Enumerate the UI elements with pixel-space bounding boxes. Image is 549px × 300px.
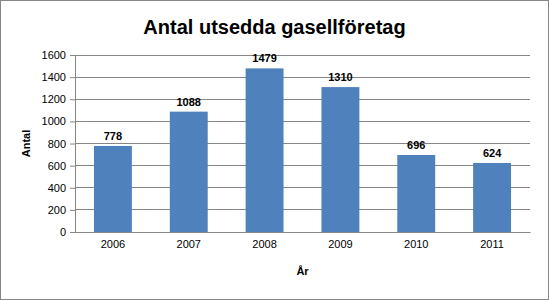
bar — [321, 87, 359, 232]
grid-line — [75, 187, 530, 188]
y-tick: 1200 — [42, 93, 75, 105]
data-labels: 778 1088 1479 1310 696 624 — [104, 52, 502, 159]
grid-line — [75, 121, 530, 122]
chart: 0200400600800100012001400160020062007200… — [0, 0, 549, 300]
x-axis: 2006 2007 2008 2009 2010 2011 — [76, 232, 531, 250]
x-tick-label: 2011 — [480, 238, 504, 250]
y-tick-mark — [70, 144, 75, 145]
y-tick: 0 — [60, 226, 75, 238]
x-axis-title: År — [296, 265, 309, 277]
y-tick: 800 — [48, 138, 75, 150]
x-tick-label: 2006 — [101, 238, 125, 250]
bar — [473, 163, 511, 232]
y-tick-mark — [70, 166, 75, 167]
y-tick-label: 200 — [48, 204, 66, 216]
x-tick-label: 2010 — [404, 238, 428, 250]
y-tick-mark — [70, 232, 75, 233]
x-tick: 2010 — [404, 232, 428, 250]
grid-line — [75, 55, 530, 56]
y-tick: 200 — [48, 204, 75, 216]
bars — [94, 68, 511, 232]
x-tick-label: 2009 — [328, 238, 352, 250]
grid — [75, 55, 530, 232]
x-axis-line — [76, 232, 531, 233]
x-tick-label: 2008 — [252, 238, 276, 250]
grid-line — [75, 143, 530, 144]
grid-line — [75, 209, 530, 210]
x-tick: 2008 — [252, 232, 276, 250]
y-axis-title: Antal — [20, 130, 32, 158]
chart-border — [1, 1, 549, 300]
data-label: 624 — [483, 147, 502, 159]
y-tick: 400 — [48, 182, 75, 194]
plot-area: 0200400600800100012001400160020062007200… — [42, 49, 531, 250]
data-label: 1088 — [177, 96, 201, 108]
y-tick-mark — [70, 210, 75, 211]
x-tick-label: 2007 — [177, 238, 201, 250]
y-tick-mark — [70, 99, 75, 100]
y-tick-label: 600 — [48, 160, 66, 172]
y-axis: 0 200 400 600 800 1000 1200 1400 1600 — [42, 49, 76, 238]
x-tick: 2006 — [101, 232, 125, 250]
grid-line — [75, 99, 530, 100]
y-tick-mark — [70, 188, 75, 189]
y-tick: 1600 — [42, 49, 75, 61]
data-label: 696 — [407, 139, 425, 151]
bar — [397, 155, 435, 232]
y-tick-label: 1400 — [42, 71, 66, 83]
grid-line — [75, 77, 530, 78]
data-label: 1479 — [252, 52, 276, 64]
grid-line — [75, 232, 530, 233]
x-tick: 2011 — [480, 232, 504, 250]
y-tick-mark — [70, 77, 75, 78]
bar — [246, 68, 284, 232]
data-label: 778 — [104, 130, 122, 142]
y-tick-label: 800 — [48, 138, 66, 150]
y-tick: 1000 — [42, 115, 75, 127]
grid-line — [75, 165, 530, 166]
x-tick: 2009 — [328, 232, 352, 250]
y-tick-label: 400 — [48, 182, 66, 194]
y-tick-label: 1200 — [42, 93, 66, 105]
bar — [170, 112, 208, 232]
x-tick: 2007 — [177, 232, 201, 250]
bar — [94, 146, 132, 232]
y-tick-label: 0 — [60, 226, 66, 238]
y-tick: 600 — [48, 160, 75, 172]
y-tick: 1400 — [42, 71, 75, 83]
y-tick-label: 1600 — [42, 49, 66, 61]
y-tick-label: 1000 — [42, 115, 66, 127]
y-axis-line — [70, 56, 76, 233]
data-label: 1310 — [328, 71, 352, 83]
title: Antal utsedda gasellföretag — [143, 16, 405, 38]
y-tick-mark — [70, 121, 75, 122]
y-tick-mark — [70, 55, 75, 56]
